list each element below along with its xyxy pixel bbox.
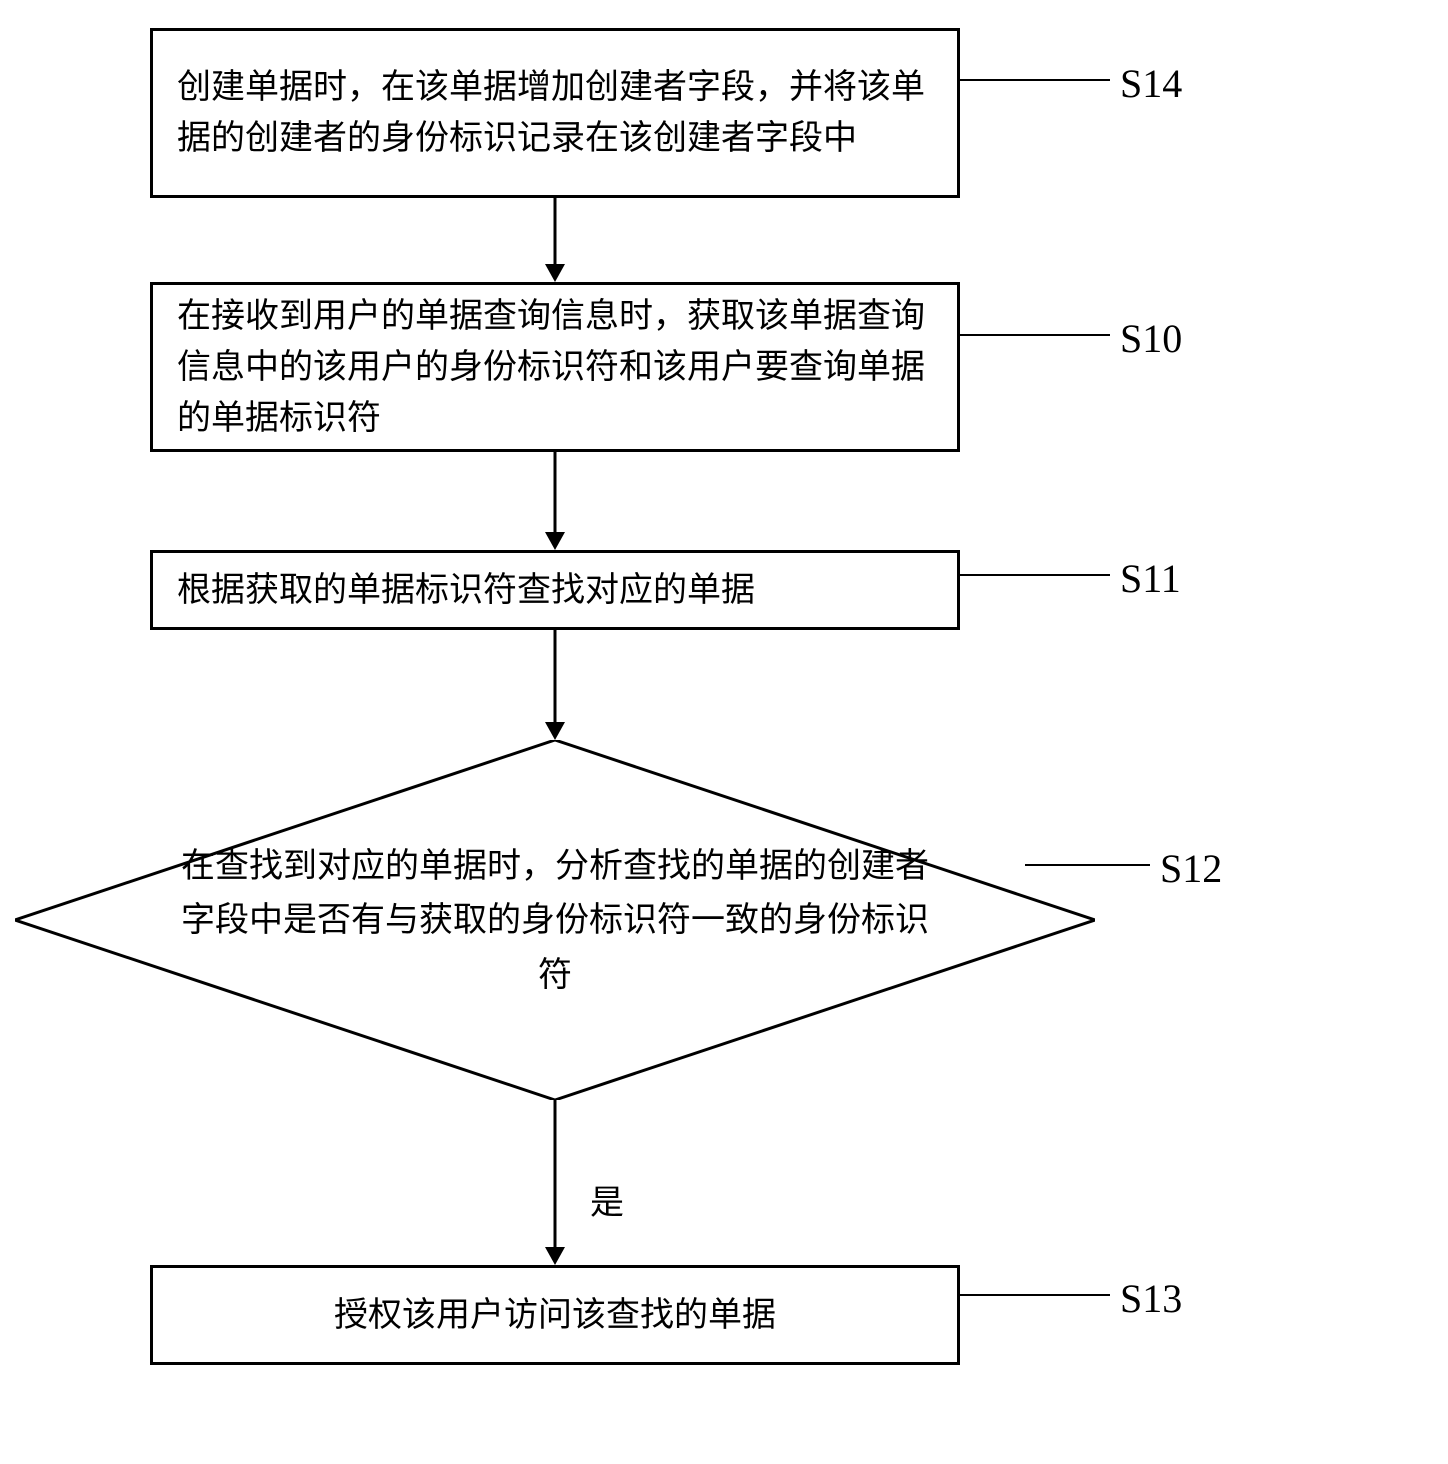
flow-label-s14: S14 bbox=[1120, 60, 1182, 107]
flow-label-s10: S10 bbox=[1120, 315, 1182, 362]
arrow-s10-s11 bbox=[545, 452, 565, 550]
flow-node-s12-text: 在查找到对应的单据时，分析查找的单据的创建者字段中是否有与获取的身份标识符一致的… bbox=[15, 840, 1095, 1003]
arrow-s12-s13 bbox=[545, 1100, 565, 1265]
label-line-s10 bbox=[960, 333, 1110, 337]
flow-node-s10-text: 在接收到用户的单据查询信息时，获取该单据查询信息中的该用户的身份标识符和该用户要… bbox=[177, 291, 933, 444]
flow-node-s10: 在接收到用户的单据查询信息时，获取该单据查询信息中的该用户的身份标识符和该用户要… bbox=[150, 282, 960, 452]
flow-node-s13: 授权该用户访问该查找的单据 bbox=[150, 1265, 960, 1365]
flow-node-s11: 根据获取的单据标识符查找对应的单据 bbox=[150, 550, 960, 630]
arrow-s14-s10 bbox=[545, 198, 565, 282]
flow-node-s14: 创建单据时，在该单据增加创建者字段，并将该单据的创建者的身份标识记录在该创建者字… bbox=[150, 28, 960, 198]
flow-node-s12: 在查找到对应的单据时，分析查找的单据的创建者字段中是否有与获取的身份标识符一致的… bbox=[15, 740, 1095, 1100]
flow-node-s13-text: 授权该用户访问该查找的单据 bbox=[334, 1290, 776, 1341]
flow-node-s14-text: 创建单据时，在该单据增加创建者字段，并将该单据的创建者的身份标识记录在该创建者字… bbox=[177, 62, 933, 164]
flow-label-s11: S11 bbox=[1120, 555, 1181, 602]
flow-node-s11-text: 根据获取的单据标识符查找对应的单据 bbox=[177, 565, 755, 616]
label-line-s13 bbox=[960, 1293, 1110, 1297]
edge-label-yes: 是 bbox=[590, 1175, 624, 1224]
flow-label-s12: S12 bbox=[1160, 845, 1222, 892]
label-line-s12 bbox=[1025, 863, 1150, 867]
label-line-s14 bbox=[960, 78, 1110, 82]
label-line-s11 bbox=[960, 573, 1110, 577]
arrow-s11-s12 bbox=[545, 630, 565, 740]
flow-label-s13: S13 bbox=[1120, 1275, 1182, 1322]
